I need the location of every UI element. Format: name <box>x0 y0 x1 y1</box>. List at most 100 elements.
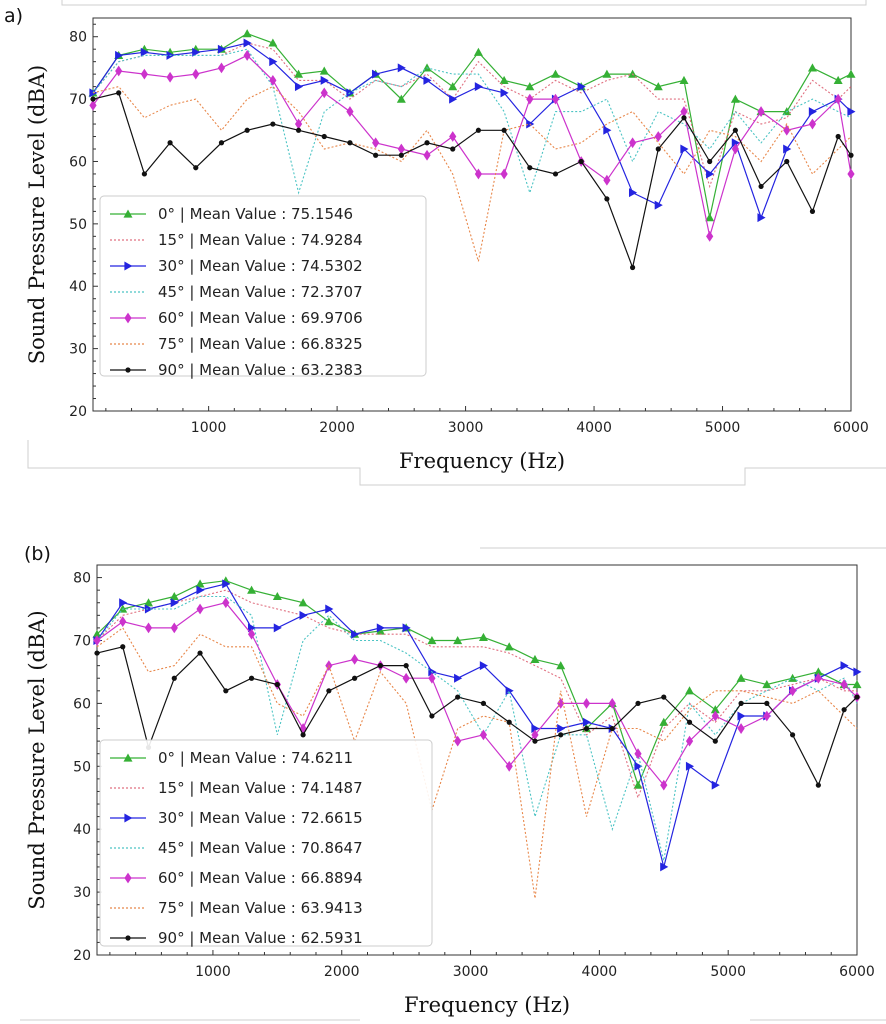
data-point-6-12 <box>403 663 409 669</box>
series-4 <box>93 597 861 791</box>
data-point-6-23 <box>686 719 693 725</box>
x-tick-label: 5000 <box>710 964 746 980</box>
data-point-6-19 <box>578 158 584 165</box>
data-point-6-3 <box>167 140 173 146</box>
data-point-4-27 <box>783 124 791 136</box>
data-point-0-0 <box>92 629 102 638</box>
data-point-2-30 <box>847 107 856 117</box>
data-point-4-30 <box>847 168 855 180</box>
data-point-4-1 <box>115 65 123 77</box>
legend-label-4: 60° | Mean Value : 66.8894 <box>158 869 363 887</box>
data-point-4-24 <box>711 710 719 722</box>
data-point-2-2 <box>140 47 149 57</box>
y-tick-label: 30 <box>69 342 87 358</box>
data-point-2-7 <box>269 57 278 67</box>
data-point-6-0 <box>94 650 100 656</box>
legend-marker-6 <box>125 935 131 941</box>
y-tick-label: 40 <box>69 279 87 295</box>
data-point-2-24 <box>711 780 720 790</box>
data-point-4-26 <box>757 106 765 117</box>
data-point-6-15 <box>475 127 482 133</box>
data-point-4-15 <box>479 729 488 741</box>
data-point-0-11 <box>375 626 385 635</box>
data-point-6-5 <box>223 688 229 694</box>
data-point-6-27 <box>789 732 796 738</box>
data-point-6-9 <box>321 133 327 140</box>
data-point-2-15 <box>479 661 488 671</box>
data-point-2-12 <box>402 623 411 633</box>
data-point-6-22 <box>661 694 667 700</box>
data-point-6-24 <box>707 158 713 165</box>
data-point-4-3 <box>166 71 174 83</box>
y-tick-label: 60 <box>73 696 91 712</box>
data-point-2-20 <box>603 125 612 135</box>
data-point-2-24 <box>706 169 715 179</box>
data-point-2-10 <box>351 629 360 639</box>
data-point-6-6 <box>248 675 255 681</box>
series-line-5 <box>92 85 852 262</box>
data-point-6-26 <box>764 700 770 706</box>
panel-label: a) <box>4 5 23 27</box>
data-point-4-23 <box>685 735 694 747</box>
data-point-2-11 <box>372 69 381 79</box>
data-point-6-13 <box>429 713 435 719</box>
data-point-0-7 <box>268 38 278 47</box>
data-point-0-22 <box>653 82 663 91</box>
data-point-4-5 <box>217 62 226 74</box>
chart-panel-1: (b) 1000 2000 3000 4000 5000 6000 20 30 40 50 60 70 8… <box>24 543 875 1017</box>
data-point-2-3 <box>170 598 179 608</box>
legend-label-0: 0° | Mean Value : 74.6211 <box>158 749 353 767</box>
y-tick-label: 70 <box>69 92 87 108</box>
data-point-0-14 <box>448 82 458 91</box>
data-point-0-25 <box>736 673 746 682</box>
y-tick-label: 60 <box>69 154 87 170</box>
data-point-6-12 <box>398 152 404 158</box>
data-point-0-22 <box>659 717 669 726</box>
data-point-2-26 <box>757 213 766 223</box>
data-point-2-17 <box>531 724 540 734</box>
legend-label-5: 75° | Mean Value : 63.9413 <box>158 899 363 917</box>
data-point-0-17 <box>530 654 540 663</box>
data-point-2-23 <box>685 761 695 771</box>
legend-marker-2 <box>124 261 133 271</box>
y-tick-label: 80 <box>69 30 87 46</box>
data-point-4-1 <box>119 616 127 628</box>
legend-label-1: 15° | Mean Value : 74.1487 <box>158 779 363 797</box>
data-point-2-9 <box>320 75 329 85</box>
data-point-2-8 <box>294 82 304 92</box>
data-point-6-30 <box>848 152 854 158</box>
data-point-2-22 <box>654 200 663 210</box>
data-point-2-22 <box>660 862 669 872</box>
data-point-6-8 <box>295 127 302 133</box>
x-tick-label: 4000 <box>576 420 612 436</box>
data-point-6-13 <box>424 140 430 146</box>
data-point-0-8 <box>294 69 304 78</box>
data-point-2-7 <box>273 623 282 633</box>
data-point-6-21 <box>629 264 636 271</box>
legend-label-3: 45° | Mean Value : 70.8647 <box>158 839 363 857</box>
data-point-0-9 <box>319 66 329 75</box>
data-point-6-28 <box>815 782 821 788</box>
data-point-0-4 <box>195 579 205 588</box>
data-point-4-29 <box>840 679 848 690</box>
data-point-2-4 <box>196 585 205 595</box>
data-point-6-11 <box>373 152 379 158</box>
data-point-6-29 <box>841 707 847 713</box>
data-point-6-7 <box>270 121 276 127</box>
data-point-6-14 <box>455 694 461 700</box>
data-point-4-10 <box>346 106 354 117</box>
data-point-4-6 <box>243 50 251 61</box>
data-point-4-16 <box>505 760 513 772</box>
data-point-0-25 <box>730 94 740 103</box>
series-5 <box>92 85 852 262</box>
data-point-6-17 <box>527 165 533 171</box>
data-point-2-1 <box>119 598 128 608</box>
data-point-4-4 <box>196 603 204 615</box>
data-point-4-5 <box>222 597 230 609</box>
series-5 <box>96 627 858 899</box>
data-point-2-25 <box>737 711 746 721</box>
data-point-4-20 <box>608 697 616 709</box>
data-point-0-14 <box>453 635 463 645</box>
data-point-4-4 <box>192 68 200 80</box>
series-4 <box>89 50 855 242</box>
